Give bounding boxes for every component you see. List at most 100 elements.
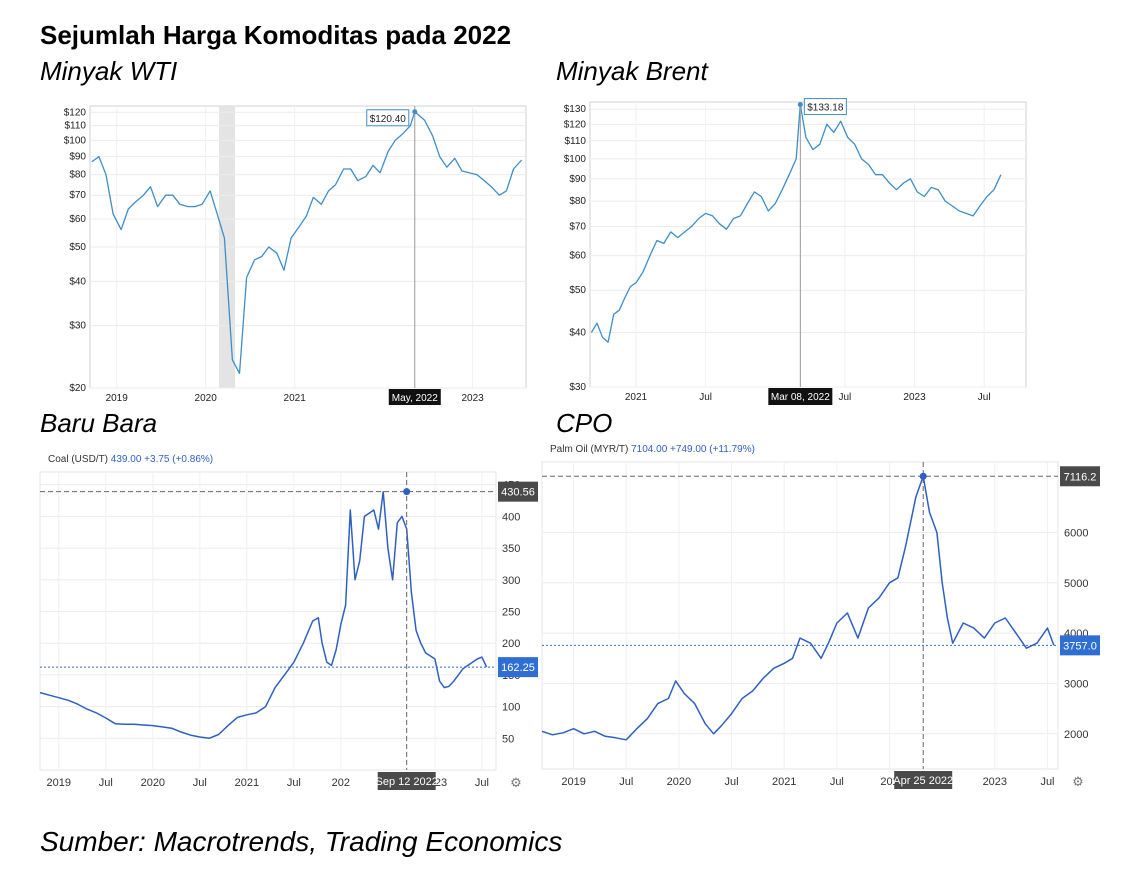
coal-x-tick-label: 2020 (141, 777, 165, 789)
coal-y-tick-label: 250 (502, 606, 520, 618)
brent-y-tick-label: $70 (569, 221, 586, 232)
cpo-crosshair-value-label: 7116.2 (1064, 471, 1097, 483)
cpo-crosshair-date-label: Apr 25 2022 (893, 775, 953, 787)
cpo-x-tick-label: 2023 (983, 776, 1007, 788)
wti-y-tick-label: $40 (69, 276, 86, 287)
wti-value-tooltip (366, 109, 410, 127)
brent-y-tick-label: $100 (564, 154, 587, 165)
brent-y-tick-label: $120 (564, 119, 587, 130)
page-title: Sejumlah Harga Komoditas pada 2022 (40, 20, 512, 50)
coal-y-tick-label: 350 (502, 543, 520, 555)
wti-y-tick-label: $90 (69, 152, 86, 163)
wti-y-tick-label: $20 (69, 383, 86, 394)
coal-crosshair-value-badge (498, 481, 538, 502)
coal-x-tick-label: Jul (193, 777, 207, 789)
brent-series-line (590, 103, 1002, 343)
wti-value-tooltip-label: $120.40 (370, 114, 407, 125)
brent-x-tick-label: Jul (839, 392, 852, 403)
coal-plot-frame (39, 471, 497, 771)
wti-series-line (91, 111, 523, 374)
coal-y-tick-label: 300 (502, 575, 520, 587)
cpo-plot-frame (541, 461, 1059, 770)
coal-settings-icon: ⚙ (510, 776, 522, 791)
cpo-x-tick-label: Jul (830, 776, 844, 788)
coal-header-change: +3.75 (+0.86%) (144, 454, 213, 465)
brent-x-tick-label: Jul (978, 392, 991, 403)
coal-y-tick-label: 200 (502, 638, 520, 650)
brent-y-tick-label: $110 (564, 136, 586, 147)
coal-last-value-label: 162.25 (501, 662, 535, 674)
coal-x-tick-label: 202 (332, 777, 350, 789)
coal-crosshair-value-label: 430.56 (501, 487, 535, 499)
brent-date-tooltip-label: Mar 08, 2022 (771, 392, 830, 403)
cpo-header-value: 7104.00 (631, 444, 670, 455)
cpo-header-name: Palm Oil (MYR/T) (550, 444, 631, 455)
coal-header: Coal (USD/T) 439.00 +3.75 (+0.86%) (48, 454, 213, 465)
brent-value-tooltip-label: $133.18 (807, 103, 844, 114)
cpo-header-change: +749.00 (+11.79%) (670, 444, 755, 455)
wti-y-tick-label: $50 (69, 242, 86, 253)
brent-y-tick-label: $40 (569, 327, 586, 338)
cpo-crosshair-date-badge (894, 771, 953, 789)
wti-date-tooltip (388, 389, 441, 405)
brent-x-tick-label: 2023 (903, 392, 926, 403)
cpo-settings-icon: ⚙ (1072, 775, 1084, 790)
coal-chart: 501001502002503003504004502019Jul2020Jul… (39, 454, 538, 791)
cpo-header: Palm Oil (MYR/T) 7104.00 +749.00 (+11.79… (550, 444, 755, 455)
brent-chart: $30 $40 $50 $60 $70 $80 $90 $100 $110 $120 $130 202… (564, 98, 1027, 405)
brent-date-tooltip (768, 388, 833, 405)
cpo-y-tick-label: 2000 (1064, 729, 1088, 741)
coal-crosshair-date-label: Sep 12 2022 (375, 776, 437, 788)
wti-panel-title: Minyak WTI (40, 56, 178, 86)
cpo-last-value-badge (1060, 635, 1100, 656)
brent-highlight-marker (797, 102, 803, 108)
brent-y-tick-label: $50 (569, 285, 586, 296)
wti-y-tick-label: $60 (69, 214, 86, 225)
cpo-last-value-label: 3757.0 (1063, 640, 1097, 652)
wti-x-tick-label: 2019 (106, 393, 129, 404)
coal-crosshair-date-badge (377, 772, 436, 790)
cpo-x-tick-label: 2021 (772, 776, 796, 788)
brent-y-tick-label: $80 (569, 196, 586, 207)
cpo-x-tick-label: Jul (725, 776, 739, 788)
coal-x-tick-label: 2019 (47, 777, 71, 789)
cpo-y-tick-label: 3000 (1064, 678, 1088, 690)
coal-x-tick-label: 2021 (235, 777, 259, 789)
brent-panel-title: Minyak Brent (556, 56, 708, 86)
brent-plot-frame (589, 101, 1027, 388)
wti-y-tick-label: $70 (69, 190, 86, 201)
coal-x-tick-label: Jul (99, 777, 113, 789)
cpo-highlight-marker (919, 472, 927, 480)
coal-x-tick-label: Jul (287, 777, 301, 789)
brent-y-tick-label: $60 (569, 251, 586, 262)
brent-x-tick-label: 2021 (625, 392, 648, 403)
cpo-series-line (541, 475, 1055, 741)
brent-y-tick-label: $30 (569, 382, 586, 393)
wti-date-tooltip-label: May, 2022 (392, 393, 438, 404)
coal-y-tick-label: 100 (502, 702, 520, 714)
cpo-y-tick-label: 5000 (1064, 578, 1088, 590)
source-note: Sumber: Macrotrends, Trading Economics (40, 826, 563, 857)
cpo-y-tick-label: 6000 (1064, 527, 1088, 539)
coal-header-value: 439.00 (111, 454, 144, 465)
coal-y-tick-label: 400 (502, 511, 520, 523)
cpo-crosshair-value-badge (1060, 466, 1100, 487)
cpo-panel-title: CPO (556, 408, 613, 438)
coal-series-line (39, 490, 488, 740)
brent-x-tick-label: Jul (699, 392, 712, 403)
wti-x-tick-label: 2023 (461, 393, 484, 404)
coal-header-name: Coal (USD/T) (48, 454, 111, 465)
wti-y-tick-label: $80 (69, 170, 86, 181)
cpo-x-tick-label: Jul (619, 776, 633, 788)
cpo-x-tick-label: 2020 (667, 776, 691, 788)
wti-y-tick-label: $30 (69, 321, 86, 332)
brent-value-tooltip (803, 98, 847, 116)
brent-y-tick-label: $130 (564, 104, 587, 115)
coal-y-tick-label: 50 (502, 733, 514, 745)
coal-highlight-marker (403, 488, 411, 496)
coal-last-value-badge (498, 657, 538, 678)
wti-y-tick-label: $110 (64, 121, 86, 132)
wti-y-tick-label: $100 (64, 135, 87, 146)
brent-y-tick-label: $90 (569, 174, 586, 185)
cpo-x-tick-label: Jul (1040, 776, 1054, 788)
